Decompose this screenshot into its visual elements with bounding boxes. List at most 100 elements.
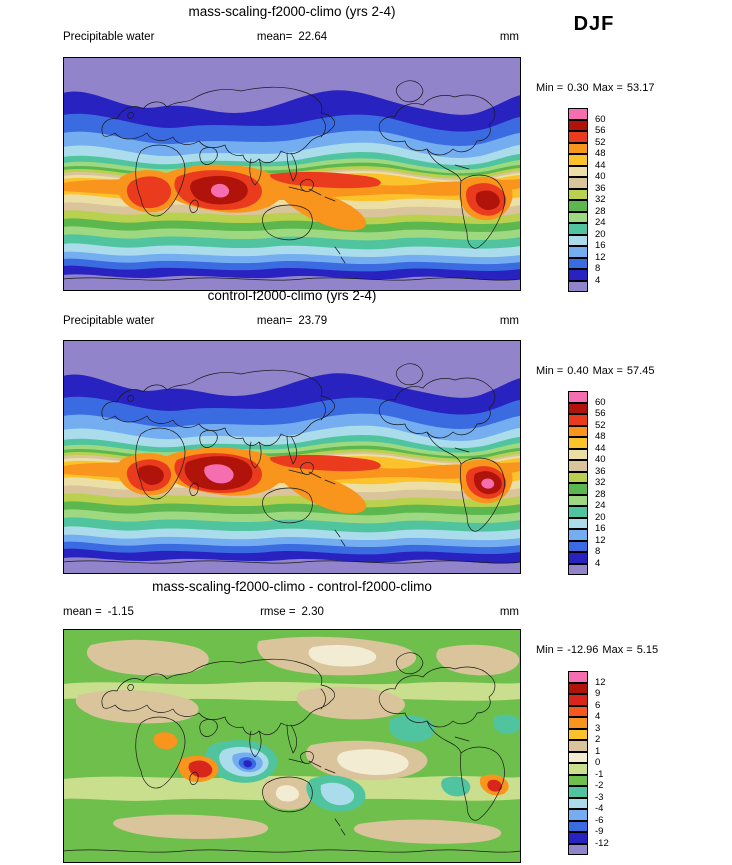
colorbar-tick-label: -12 — [595, 837, 609, 849]
panel2-mean: mean= 23.79 — [63, 315, 521, 327]
panel1-min-label: Min = — [536, 82, 564, 94]
panel1-map — [63, 57, 521, 291]
colorbar-tick-label: 36 — [595, 465, 606, 477]
colorbar-box — [568, 832, 588, 844]
colorbar-tick-label: 16 — [595, 522, 606, 534]
colorbar-box — [568, 165, 588, 177]
panel2-map-svg — [63, 340, 521, 574]
colorbar-tick-label: 40 — [595, 453, 606, 465]
panel1-max-value: 53.17 — [626, 82, 655, 94]
colorbar-box — [568, 448, 588, 460]
colorbar-tick-label: 24 — [595, 499, 606, 511]
panel3-max-label: Max = — [602, 644, 633, 656]
colorbar-tick-label: 4 — [595, 557, 601, 569]
panel3-min-label: Min = — [536, 644, 564, 656]
colorbar-box — [568, 177, 588, 189]
colorbar-box — [568, 119, 588, 131]
colorbar-tick-label: 12 — [595, 251, 606, 263]
panel1-mean: mean= 22.64 — [63, 31, 521, 43]
colorbar-tick-label: 44 — [595, 159, 606, 171]
panel1-mean-value: 22.64 — [298, 31, 328, 43]
panel3-subheader: mean = -1.15 rmse = 2.30 mm — [63, 606, 521, 620]
colorbar-box — [568, 694, 588, 706]
colorbar-tick-label: 52 — [595, 136, 606, 148]
colorbar-box — [568, 437, 588, 449]
colorbar-tick-label: 4 — [595, 274, 601, 286]
panel3-map-svg — [63, 629, 521, 863]
colorbar-tick-label: -6 — [595, 814, 604, 826]
colorbar-tick-label: 12 — [595, 676, 606, 688]
panel2-units-label: mm — [499, 315, 519, 327]
panel2-map — [63, 340, 521, 574]
panel2-max-value: 57.45 — [626, 365, 655, 377]
panel1-map-svg — [63, 57, 521, 291]
colorbar-box — [568, 797, 588, 809]
colorbar-box — [568, 820, 588, 832]
colorbar-tick-label: 60 — [595, 396, 606, 408]
panel1-max-label: Max = — [592, 82, 623, 94]
panel3-minmax: Min = -12.96 Max = 5.15 — [536, 644, 662, 656]
panel3-positive-patches — [153, 732, 509, 796]
panel2-max-label: Max = — [592, 365, 623, 377]
colorbar-tick-label: 28 — [595, 205, 606, 217]
colorbar-tick-label: 4 — [595, 710, 601, 722]
colorbar-box — [568, 154, 588, 166]
colorbar-box — [568, 269, 588, 281]
colorbar-box — [568, 280, 588, 292]
colorbar-box — [568, 843, 588, 855]
colorbar-tick-label: 32 — [595, 476, 606, 488]
colorbar-tick-label: 56 — [595, 407, 606, 419]
panel1-subheader: Precipitable water mean= 22.64 mm — [63, 31, 521, 45]
colorbar-box — [568, 717, 588, 729]
colorbar-tick-label: 12 — [595, 534, 606, 546]
colorbar-box — [568, 506, 588, 518]
panel1-min-value: 0.30 — [567, 82, 589, 94]
colorbar-box — [568, 257, 588, 269]
colorbar-box — [568, 529, 588, 541]
colorbar-tick-label: 32 — [595, 193, 606, 205]
panel2-minmax: Min = 0.40 Max = 57.45 — [536, 365, 658, 377]
colorbar-box — [568, 671, 588, 683]
colorbar-tick-label: 20 — [595, 228, 606, 240]
colorbar-tick-label: 40 — [595, 170, 606, 182]
colorbar-box — [568, 200, 588, 212]
colorbar-box — [568, 131, 588, 143]
colorbar-box — [568, 414, 588, 426]
colorbar-tick-label: 1 — [595, 745, 601, 757]
colorbar-box — [568, 682, 588, 694]
colorbar-tick-label: 0 — [595, 756, 601, 768]
panel3-title: mass-scaling-f2000-climo - control-f2000… — [152, 579, 432, 594]
colorbar-tick-label: 60 — [595, 113, 606, 125]
colorbar-tick-label: 8 — [595, 262, 601, 274]
panel1-extrema — [190, 175, 500, 210]
colorbar-tick-label: 56 — [595, 124, 606, 136]
colorbar-box — [568, 391, 588, 403]
panel1-mean-label: mean= — [256, 31, 293, 43]
panel3-rmse: rmse = 2.30 — [63, 606, 521, 618]
panel1-title: mass-scaling-f2000-climo (yrs 2-4) — [188, 4, 396, 19]
panel3-colorbar: 12 9 6 4 3 2 1 0 -1 -2 -3 -4 -6 -9 -12 — [568, 671, 632, 857]
panel2-min-value: 0.40 — [567, 365, 589, 377]
colorbar-box — [568, 774, 588, 786]
panel3-negative-patches — [205, 714, 521, 812]
panel1-colorbar: 60 56 52 48 44 40 36 32 28 24 20 16 12 8 4 — [568, 108, 632, 294]
panel3-map — [63, 629, 521, 863]
panel2-variable-label: Precipitable water — [63, 315, 155, 327]
colorbar-box — [568, 188, 588, 200]
colorbar-box — [568, 108, 588, 120]
colorbar-tick-label: -2 — [595, 779, 604, 791]
colorbar-box — [568, 728, 588, 740]
season-label: DJF — [573, 13, 615, 35]
colorbar-tick-label: 2 — [595, 733, 601, 745]
panel1-units-label: mm — [499, 31, 519, 43]
panel2-mean-value: 23.79 — [298, 315, 328, 327]
panel3-rmse-value: 2.30 — [301, 606, 324, 618]
panel3-min-value: -12.96 — [567, 644, 599, 656]
panel2-colorbar: 60 56 52 48 44 40 36 32 28 24 20 16 12 8 4 — [568, 391, 632, 577]
colorbar-box — [568, 540, 588, 552]
panel2-title: control-f2000-climo (yrs 2-4) — [207, 288, 377, 303]
colorbar-box — [568, 786, 588, 798]
colorbar-tick-label: 28 — [595, 488, 606, 500]
colorbar-box — [568, 460, 588, 472]
panel2-mean-label: mean= — [256, 315, 293, 327]
